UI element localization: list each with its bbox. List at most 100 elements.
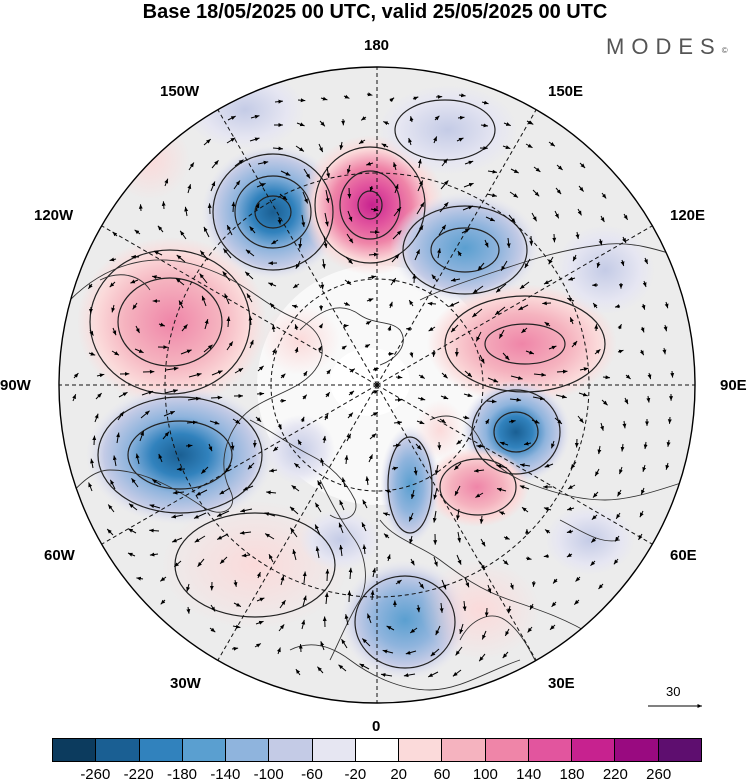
wind-arrow: [575, 231, 580, 240]
wind-arrow: [524, 258, 531, 269]
wind-arrow: [277, 423, 282, 430]
wind-arrow: [666, 439, 671, 447]
wind-arrow: [264, 533, 275, 540]
wind-arrow: [665, 462, 670, 470]
wind-arrow: [642, 464, 647, 472]
wind-arrow: [326, 369, 331, 375]
wind-arrow: [567, 297, 575, 302]
wind-arrow: [127, 552, 136, 557]
wind-arrow: [380, 673, 393, 677]
wind-arrow: [554, 417, 563, 425]
wind-arrow: [439, 201, 449, 213]
wind-arrow: [246, 293, 253, 303]
wind-arrow: [116, 432, 121, 444]
wind-arrow: [386, 625, 395, 631]
colorbar-tick-label: 20: [390, 766, 407, 783]
wind-arrow: [403, 673, 416, 678]
colorbar-tick-label: -20: [344, 766, 367, 783]
wind-arrow: [367, 275, 377, 280]
map-border: [58, 66, 696, 704]
wind-arrow: [503, 535, 510, 540]
wind-arrow: [602, 375, 611, 380]
map-fill: [59, 67, 695, 703]
wind-arrow: [521, 327, 528, 334]
wind-arrow: [431, 349, 436, 357]
wind-arrow: [395, 579, 402, 585]
wind-arrow: [188, 372, 202, 378]
wind-arrow: [338, 664, 347, 672]
wind-arrow: [664, 301, 669, 309]
wind-arrow: [601, 399, 608, 406]
wind-arrow: [502, 559, 509, 566]
wind-arrow: [256, 391, 265, 396]
colorbar-swatch-7: [355, 739, 400, 761]
wind-arrow: [341, 477, 346, 488]
wind-arrow: [343, 301, 350, 306]
wind-arrow: [342, 323, 349, 328]
wind-arrow: [112, 231, 118, 237]
wind-arrow: [152, 275, 162, 280]
wind-arrow: [184, 206, 189, 217]
wind-arrow: [484, 418, 490, 425]
wind-arrow: [487, 169, 498, 174]
wind-arrow: [417, 396, 426, 401]
wind-arrow: [347, 412, 354, 419]
wind-arrow: [321, 258, 326, 269]
wind-arrow: [638, 533, 643, 541]
colorbar-tick-label: 60: [433, 766, 451, 783]
wind-arrow: [471, 308, 483, 318]
wind-arrow: [89, 329, 94, 336]
wind-arrow: [456, 554, 462, 565]
wind-arrow: [372, 367, 379, 372]
wind-arrow: [132, 302, 138, 310]
wind-arrow: [346, 433, 352, 442]
wind-arrow: [239, 530, 252, 535]
wind-arrow: [598, 238, 603, 246]
wind-arrow: [197, 558, 205, 568]
wind-arrow: [370, 411, 379, 417]
wind-arrow: [624, 397, 629, 405]
wind-arrow: [500, 260, 508, 271]
wind-arrow: [551, 440, 555, 449]
wind-arrow: [366, 161, 374, 166]
wind-arrow: [140, 410, 150, 419]
wind-arrow: [437, 441, 442, 450]
wind-arrow: [529, 603, 534, 611]
wind-arrow: [193, 512, 207, 519]
wind-arrow: [314, 524, 321, 536]
wind-arrow: [392, 230, 402, 240]
wind-arrow: [531, 212, 538, 222]
wind-arrow: [158, 322, 166, 327]
wind-arrow: [295, 668, 301, 676]
wind-arrow: [88, 283, 93, 290]
wind-arrow: [409, 116, 414, 123]
wind-arrow: [472, 285, 484, 294]
wind-arrow: [135, 453, 140, 465]
wind-arrow: [568, 276, 576, 281]
wind-arrow: [223, 248, 232, 259]
wind-arrow: [433, 136, 438, 144]
wind-arrow: [383, 533, 390, 539]
wind-arrow: [279, 599, 286, 609]
wind-arrow: [591, 514, 598, 520]
wind-arrow: [347, 187, 352, 199]
wind-arrow: [109, 479, 116, 490]
wind-arrow: [280, 575, 285, 586]
wind-arrow: [297, 98, 306, 103]
wind-arrow: [486, 193, 497, 198]
wind-arrow: [185, 443, 193, 448]
wind-arrow: [510, 375, 523, 380]
wind-arrow: [109, 281, 116, 288]
wind-arrow: [297, 439, 302, 446]
wind-arrow: [172, 490, 185, 495]
wind-arrow: [341, 638, 348, 649]
wind-arrow: [502, 651, 509, 659]
wind-arrow: [475, 331, 482, 342]
wind-arrow: [393, 420, 403, 425]
wind-arrow: [543, 507, 552, 511]
wind-arrow: [210, 181, 216, 192]
wind-arrow: [531, 419, 540, 424]
wind-arrow: [338, 522, 344, 534]
wind-arrow: [176, 254, 186, 263]
wind-arrow: [88, 482, 93, 492]
